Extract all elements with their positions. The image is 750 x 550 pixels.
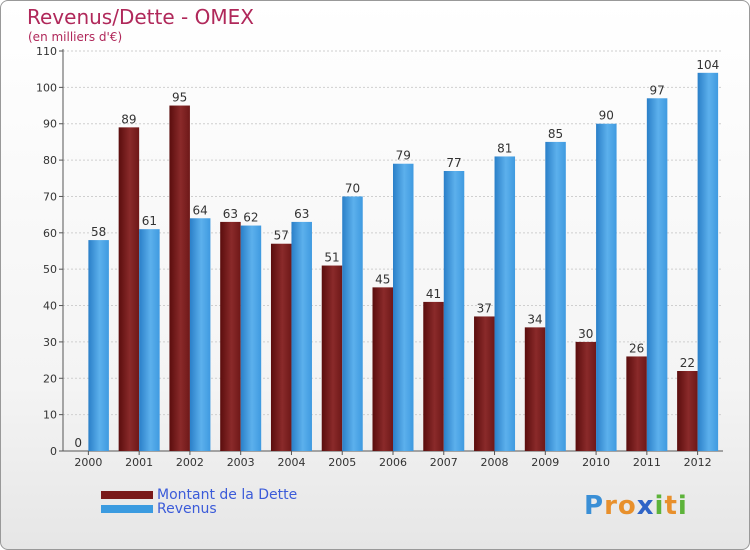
legend-item-dette: Montant de la Dette — [101, 487, 297, 503]
bar-dette — [677, 371, 698, 451]
data-label-dette: 95 — [172, 91, 187, 105]
bar-dette — [118, 127, 140, 451]
x-tick-label: 2009 — [531, 456, 559, 469]
bar-revenus — [596, 123, 617, 452]
bar-dette — [524, 327, 546, 451]
bar-revenus — [443, 171, 465, 451]
legend-swatch-dette — [101, 491, 153, 499]
bar-revenus — [139, 229, 160, 451]
y-tick-label: 100 — [36, 81, 57, 94]
data-label-revenus: 79 — [396, 149, 411, 163]
logo-letter: P — [584, 491, 605, 521]
chart-title: Revenus/Dette - OMEX — [27, 5, 254, 29]
data-label-dette: 89 — [121, 112, 136, 126]
x-tick-label: 2011 — [633, 456, 661, 469]
x-tick-label: 2000 — [74, 456, 102, 469]
logo-letter: x — [636, 491, 655, 521]
bar-revenus — [240, 225, 262, 451]
x-tick-label: 2010 — [582, 456, 610, 469]
legend-swatch-revenus — [101, 505, 153, 513]
data-label-revenus: 64 — [193, 203, 208, 217]
data-label-dette: 26 — [629, 341, 644, 355]
bar-revenus — [697, 72, 719, 452]
data-label-revenus: 85 — [548, 127, 563, 141]
proxiti-logo: Proxiti — [584, 491, 688, 521]
data-label-revenus: 104 — [696, 58, 719, 72]
data-label-revenus: 81 — [497, 141, 512, 155]
data-label-revenus: 97 — [649, 83, 664, 97]
x-tick-label: 2008 — [481, 456, 509, 469]
bar-revenus — [494, 156, 516, 452]
logo-letter: r — [604, 491, 618, 521]
x-tick-label: 2001 — [125, 456, 153, 469]
data-label-dette: 63 — [223, 207, 238, 221]
legend-label-revenus: Revenus — [157, 501, 217, 517]
data-label-revenus: 62 — [243, 211, 258, 225]
logo-letter: i — [654, 491, 665, 521]
y-tick-label: 30 — [43, 336, 57, 349]
y-tick-label: 110 — [36, 45, 57, 58]
data-label-dette: 37 — [477, 301, 492, 315]
bar-dette — [321, 265, 343, 451]
x-tick-label: 2004 — [277, 456, 305, 469]
x-tick-label: 2006 — [379, 456, 407, 469]
bar-revenus — [646, 98, 668, 451]
data-label-dette: 34 — [527, 312, 542, 326]
bar-revenus — [545, 141, 566, 451]
logo-letter: t — [664, 491, 678, 521]
bar-dette — [372, 287, 393, 451]
y-tick-label: 20 — [43, 372, 57, 385]
bar-revenus — [393, 163, 414, 451]
bar-dette — [220, 221, 241, 451]
bar-dette — [474, 316, 495, 451]
legend-label-dette: Montant de la Dette — [157, 487, 298, 503]
bar-revenus — [88, 240, 109, 451]
y-tick-label: 70 — [43, 190, 57, 203]
y-tick-label: 0 — [50, 445, 57, 458]
data-label-revenus: 70 — [345, 181, 360, 195]
bar-revenus — [291, 221, 312, 451]
data-label-dette: 57 — [274, 229, 289, 243]
bar-revenus — [342, 196, 363, 451]
bar-dette — [423, 301, 444, 451]
logo-letter: i — [677, 491, 688, 521]
data-label-revenus: 77 — [446, 156, 461, 170]
y-tick-label: 60 — [43, 227, 57, 240]
data-label-dette: 45 — [375, 272, 390, 286]
data-label-dette: 51 — [324, 251, 339, 265]
x-tick-label: 2003 — [227, 456, 255, 469]
x-tick-label: 2007 — [430, 456, 458, 469]
data-label-dette: 30 — [578, 327, 593, 341]
x-tick-label: 2012 — [684, 456, 712, 469]
x-tick-label: 2002 — [176, 456, 204, 469]
data-label-revenus: 61 — [142, 214, 157, 228]
bar-dette — [575, 341, 597, 451]
bar-revenus — [189, 218, 211, 451]
bar-dette — [169, 105, 190, 451]
data-label-dette: 22 — [680, 356, 695, 370]
x-tick-label: 2005 — [328, 456, 356, 469]
chart-subtitle: (en milliers d'€) — [28, 30, 123, 44]
y-tick-label: 50 — [43, 263, 57, 276]
bar-dette — [626, 356, 647, 451]
legend-item-revenus: Revenus — [101, 501, 217, 517]
data-label-dette: 0 — [74, 436, 82, 450]
y-tick-label: 10 — [43, 409, 57, 422]
y-tick-label: 40 — [43, 300, 57, 313]
y-tick-label: 90 — [43, 118, 57, 131]
data-label-dette: 41 — [426, 287, 441, 301]
logo-letter: o — [617, 491, 637, 521]
data-label-revenus: 90 — [599, 109, 614, 123]
data-label-revenus: 58 — [91, 225, 106, 239]
data-label-revenus: 63 — [294, 207, 309, 221]
bar-dette — [270, 243, 292, 451]
y-tick-label: 80 — [43, 154, 57, 167]
